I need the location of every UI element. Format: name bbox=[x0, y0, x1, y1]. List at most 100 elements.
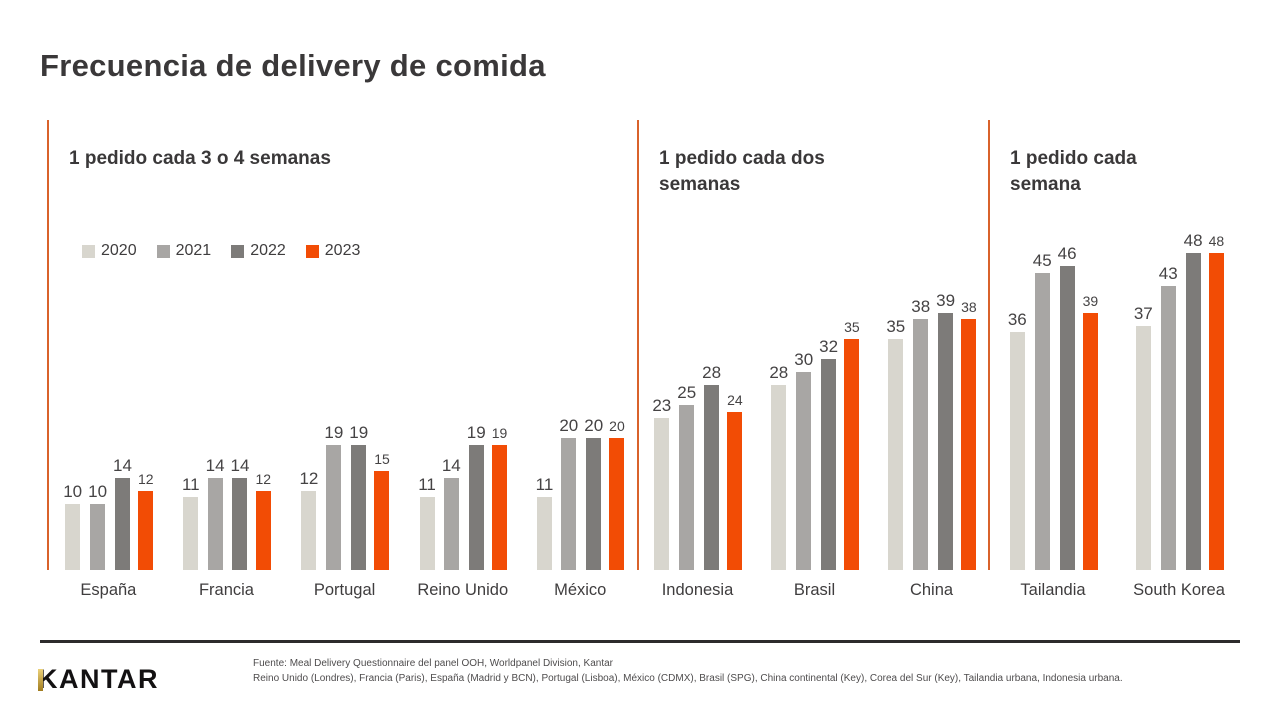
bar-column-2021: 45 bbox=[1033, 252, 1052, 570]
bar-Tailandia-2021 bbox=[1034, 273, 1050, 570]
country-label: China bbox=[909, 581, 954, 599]
bar-China-2023 bbox=[961, 319, 977, 570]
footer-divider bbox=[40, 640, 1240, 643]
bar-column-2020: 11 bbox=[535, 475, 554, 570]
bar-value-label: 14 bbox=[230, 455, 250, 475]
bars: 11 14 14 12 bbox=[181, 455, 271, 570]
chart-section-1: 1 pedido cada 3 o 4 semanas 2020 2021 2022 2… bbox=[47, 120, 639, 600]
country-label: Reino Unido bbox=[417, 581, 509, 599]
bar-value-label: 46 bbox=[1057, 244, 1077, 264]
bar-Portugal-2022 bbox=[351, 444, 367, 570]
bar-column-2020: 10 bbox=[63, 483, 82, 570]
bar-value-label: 36 bbox=[1007, 310, 1027, 330]
bars: 11 14 19 19 bbox=[418, 422, 507, 570]
bar-column-2020: 35 bbox=[886, 318, 905, 570]
bar-value-label: 39 bbox=[1082, 292, 1099, 309]
bar-column-2020: 12 bbox=[299, 468, 319, 570]
bars: 36 45 46 39 bbox=[1008, 245, 1098, 570]
section-heading: 1 pedido cada semana bbox=[1010, 148, 1137, 195]
bar-Portugal-2021 bbox=[326, 444, 342, 570]
bar-China-2020 bbox=[888, 339, 904, 570]
kantar-logo: KANTAR bbox=[38, 664, 159, 695]
bar-column-2020: 37 bbox=[1133, 303, 1153, 570]
bar-value-label: 14 bbox=[205, 455, 225, 475]
bar-column-2021: 14 bbox=[205, 455, 225, 570]
bar-column-2022: 20 bbox=[584, 417, 603, 570]
bars: 37 43 48 48 bbox=[1134, 232, 1224, 570]
bars: 11 20 20 20 bbox=[536, 417, 625, 570]
bar-group-Brasil: 28 30 32 35 Brasil bbox=[769, 319, 860, 599]
bar-Brasil-2023 bbox=[844, 339, 860, 570]
legend-item-2021: 2021 bbox=[156, 242, 212, 260]
bar-column-2023: 12 bbox=[255, 471, 271, 570]
bar-value-label: 19 bbox=[324, 422, 344, 442]
bar-España-2023 bbox=[138, 490, 154, 570]
bar-value-label: 28 bbox=[702, 363, 722, 383]
bar-value-label: 12 bbox=[299, 468, 319, 488]
bar-Reino Unido-2022 bbox=[468, 444, 484, 570]
bar-value-label: 12 bbox=[137, 470, 154, 487]
bar-group-México: 11 20 20 20 México bbox=[536, 417, 625, 600]
source-line-1: Fuente: Meal Delivery Questionnaire del … bbox=[253, 658, 613, 669]
legend-swatch-icon bbox=[156, 244, 170, 258]
bar-group-Indonesia: 23 25 28 24 Indonesia bbox=[652, 364, 743, 599]
bars: 10 10 14 12 bbox=[63, 456, 154, 570]
bar-value-label: 37 bbox=[1133, 303, 1153, 323]
bar-column-2023: 19 bbox=[492, 425, 507, 570]
bar-column-2020: 23 bbox=[652, 397, 671, 570]
bar-column-2022: 14 bbox=[113, 456, 132, 570]
bar-España-2020 bbox=[65, 504, 81, 570]
legend-label: 2022 bbox=[250, 242, 286, 259]
bar-Portugal-2020 bbox=[301, 490, 317, 570]
bar-value-label: 45 bbox=[1032, 251, 1052, 270]
bar-Brasil-2021 bbox=[796, 372, 812, 570]
bar-column-2023: 35 bbox=[844, 319, 860, 570]
bar-value-label: 32 bbox=[819, 336, 839, 356]
bar-value-label: 11 bbox=[418, 475, 436, 495]
country-label: España bbox=[80, 581, 137, 599]
bar-value-label: 25 bbox=[677, 383, 697, 402]
legend-item-2020: 2020 bbox=[82, 242, 137, 260]
bar-value-label: 48 bbox=[1208, 233, 1225, 250]
legend-label: 2021 bbox=[175, 242, 212, 259]
bar-column-2022: 19 bbox=[466, 422, 486, 570]
bar-Portugal-2023 bbox=[374, 471, 390, 570]
bar-value-label: 24 bbox=[727, 391, 743, 408]
bar-column-2022: 48 bbox=[1184, 232, 1203, 570]
bar-column-2023: 48 bbox=[1208, 233, 1225, 570]
section-heading: 1 pedido cada 3 o 4 semanas bbox=[69, 148, 331, 169]
country-label: Francia bbox=[198, 581, 254, 599]
bar-Tailandia-2022 bbox=[1059, 266, 1075, 570]
country-label: Portugal bbox=[313, 581, 376, 599]
bar-value-label: 10 bbox=[63, 482, 83, 501]
kantar-logo-gold-bar bbox=[38, 669, 43, 691]
bar-Indonesia-2021 bbox=[679, 405, 695, 570]
bars: 35 38 39 38 bbox=[886, 290, 977, 570]
legend-item-2022: 2022 bbox=[231, 242, 286, 260]
bar-value-label: 28 bbox=[769, 363, 789, 383]
bar-group-China: 35 38 39 38 China bbox=[886, 290, 977, 599]
bar-column-2021: 20 bbox=[559, 417, 578, 570]
bar-column-2022: 28 bbox=[702, 364, 721, 570]
bar-South Korea-2020 bbox=[1135, 325, 1151, 570]
bar-column-2020: 28 bbox=[769, 364, 788, 570]
bar-Francia-2021 bbox=[207, 477, 223, 570]
bars: 12 19 19 15 bbox=[299, 422, 390, 570]
bar-value-label: 19 bbox=[349, 422, 369, 442]
source-line-2: Reino Unido (Londres), Francia (Paris), … bbox=[253, 672, 1123, 684]
bar-value-label: 30 bbox=[794, 350, 814, 369]
bar-value-label: 38 bbox=[911, 297, 931, 317]
page-title: Frecuencia de delivery de comida bbox=[40, 48, 546, 83]
bar-value-label: 11 bbox=[181, 475, 200, 495]
bar-Tailandia-2020 bbox=[1009, 332, 1025, 570]
legend-label: 2023 bbox=[324, 242, 361, 259]
bar-value-label: 11 bbox=[535, 475, 554, 495]
country-label: Indonesia bbox=[661, 581, 734, 599]
bar-Indonesia-2022 bbox=[704, 385, 720, 570]
bar-España-2021 bbox=[90, 504, 106, 570]
bar-value-label: 48 bbox=[1183, 231, 1203, 251]
bar-value-label: 19 bbox=[466, 422, 486, 442]
bar-column-2022: 14 bbox=[230, 455, 250, 570]
bar-value-label: 39 bbox=[936, 290, 956, 310]
